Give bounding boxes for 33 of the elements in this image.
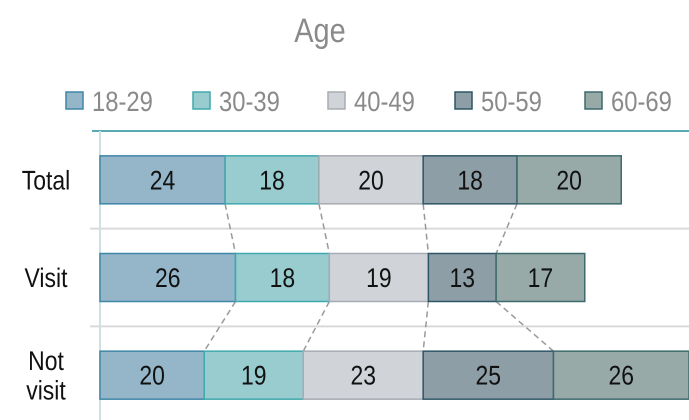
bar (99, 155, 226, 205)
data-label: 18 (457, 166, 483, 196)
chart-title: Age (294, 10, 346, 50)
data-label: 25 (476, 360, 502, 392)
legend-label: 40-49 (354, 84, 415, 118)
legend-label: 50-59 (481, 84, 542, 118)
y-tick-label: Visit (24, 263, 68, 294)
data-label: 18 (259, 166, 285, 196)
data-label: 19 (241, 360, 267, 392)
data-label: 13 (449, 263, 476, 294)
y-tick-label: Total (22, 166, 70, 196)
bar (302, 350, 424, 400)
data-label: 20 (358, 166, 384, 196)
data-label: 26 (608, 360, 634, 392)
data-label: 18 (270, 263, 296, 294)
legend-label: 30-39 (219, 84, 280, 118)
bar (224, 155, 320, 205)
bar (234, 252, 330, 302)
legend-label: 60-69 (611, 84, 672, 118)
legend-label: 18-29 (92, 84, 153, 118)
bar (99, 350, 205, 400)
bar (328, 252, 430, 302)
data-label: 19 (366, 263, 392, 294)
data-label: 23 (350, 360, 376, 392)
bar (99, 252, 236, 302)
y-tick-label: Not visit (26, 346, 66, 406)
data-label: 20 (556, 166, 582, 196)
data-label: 24 (150, 166, 176, 196)
bar (318, 155, 424, 205)
data-label: 17 (528, 263, 554, 294)
bar (204, 350, 304, 400)
data-label: 26 (154, 263, 181, 294)
data-label: 20 (139, 360, 165, 392)
